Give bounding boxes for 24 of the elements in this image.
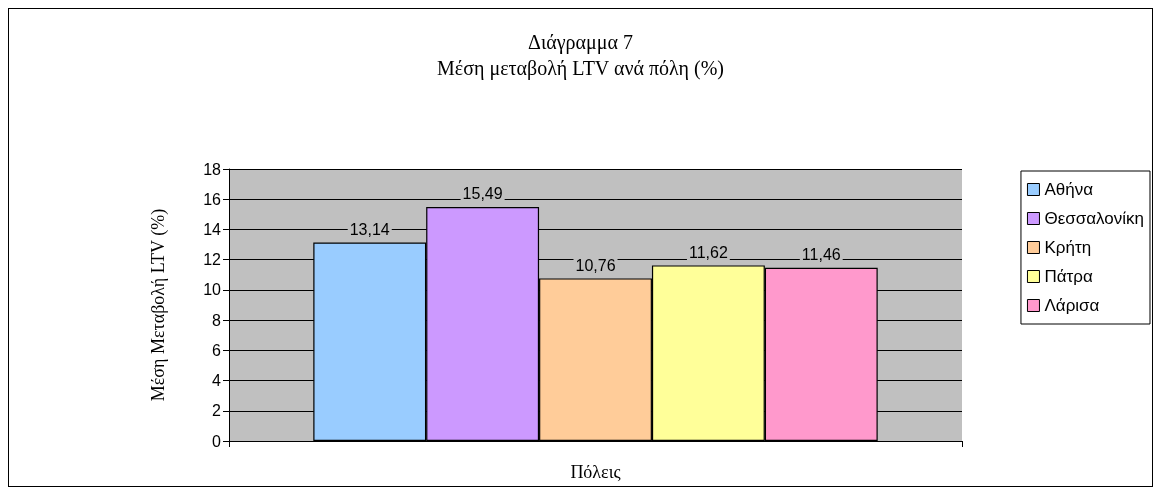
y-tick-label: 6 xyxy=(212,341,222,359)
chart-title: Διάγραμμα 7 xyxy=(528,31,633,54)
y-tick-label: 18 xyxy=(203,160,222,178)
x-axis-title: Πόλεις xyxy=(570,462,621,482)
y-tick-label: 4 xyxy=(212,372,222,390)
legend-label: Πάτρα xyxy=(1044,267,1093,286)
y-tick-label: 8 xyxy=(212,311,222,329)
legend-label: Αθήνα xyxy=(1044,180,1094,199)
y-tick-label: 12 xyxy=(203,251,222,269)
legend-label: Κρήτη xyxy=(1044,238,1092,257)
data-label: 11,62 xyxy=(688,243,728,261)
data-label: 15,49 xyxy=(462,185,503,203)
legend-label: Λάρισα xyxy=(1044,296,1100,315)
legend-label: Θεσσαλονίκη xyxy=(1044,209,1144,228)
data-label: 13,14 xyxy=(349,220,390,238)
data-label: 10,76 xyxy=(575,256,616,274)
y-tick-label: 0 xyxy=(212,432,222,450)
y-tick-label: 2 xyxy=(212,402,222,420)
y-tick-label: 10 xyxy=(203,281,222,299)
y-axis-title: Μέση Μεταβολή LTV (%) xyxy=(148,208,169,402)
chart-subtitle: Μέση μεταβολή LTV ανά πόλη (%) xyxy=(437,57,724,80)
y-tick-label: 16 xyxy=(203,190,222,208)
y-tick-label: 14 xyxy=(203,220,222,238)
data-label: 11,46 xyxy=(801,246,841,264)
